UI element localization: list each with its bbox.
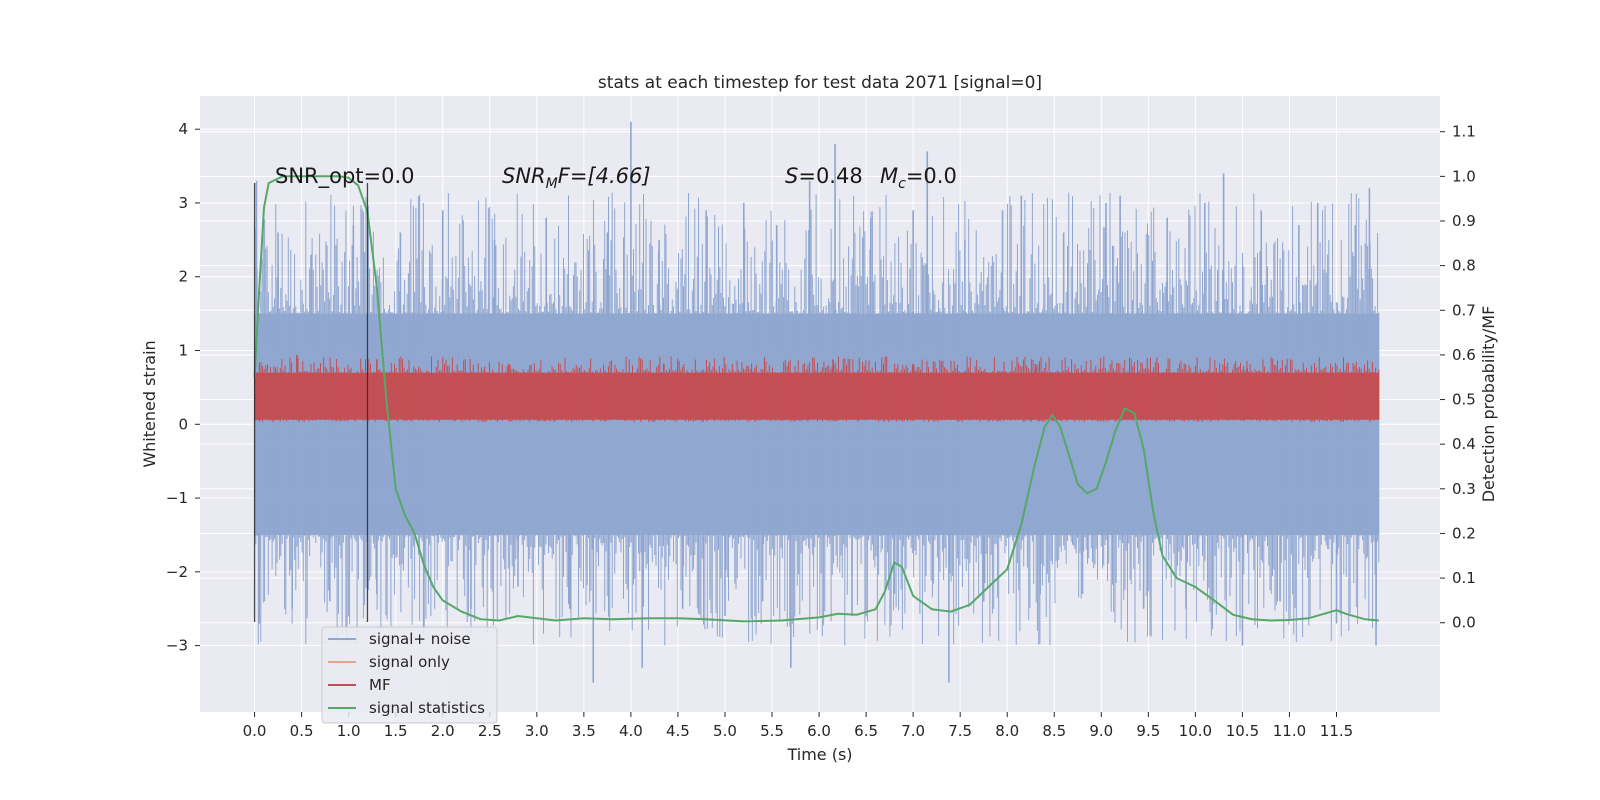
x-tick-label: 11.0 xyxy=(1273,722,1306,740)
y-right-tick-label: 1.1 xyxy=(1452,123,1476,141)
legend: signal+ noise signal only MF signal stat… xyxy=(321,626,498,724)
x-tick-label: 4.0 xyxy=(619,722,643,740)
x-tick-label: 11.5 xyxy=(1320,722,1353,740)
x-tick-label: 8.0 xyxy=(995,722,1019,740)
y-left-tick-label: 4 xyxy=(178,120,188,138)
y-left-tick-label: −2 xyxy=(166,563,188,581)
x-tick-label: 2.0 xyxy=(431,722,455,740)
x-axis-label: Time (s) xyxy=(786,745,852,764)
x-tick-label: 1.0 xyxy=(337,722,361,740)
annotation-snr-mf: SNRMF=[4.66] xyxy=(502,164,651,192)
legend-label-mf: MF xyxy=(369,676,391,694)
y-right-tick-label: 0.7 xyxy=(1452,301,1476,319)
annotation-snr-mf-sub: M xyxy=(546,176,558,192)
y-right-tick-label: 0.6 xyxy=(1452,346,1476,364)
series-line xyxy=(253,175,1379,623)
y-right-tick-label: 0.2 xyxy=(1452,524,1476,542)
series-band xyxy=(254,372,1379,420)
legend-label-signal-noise: signal+ noise xyxy=(369,630,471,648)
y-right-tick-label: 0.3 xyxy=(1452,480,1476,498)
annotation-snr-mf-name: SNR xyxy=(502,164,546,188)
markers-layer xyxy=(253,183,369,622)
x-tick-label: 4.5 xyxy=(666,722,690,740)
chart-title: stats at each timestep for test data 207… xyxy=(598,73,1042,93)
x-tick-label: 9.0 xyxy=(1089,722,1113,740)
y-right-tick-label: 0.8 xyxy=(1452,257,1476,275)
y-right-tick-label: 1.0 xyxy=(1452,167,1476,185)
annotation-mc: Mc=0.0 xyxy=(880,164,957,192)
y-left-tick-label: 1 xyxy=(178,342,188,360)
series-layer xyxy=(253,121,1380,683)
annotation-snr-opt: SNR_opt=0.0 xyxy=(275,164,415,189)
x-tick-label: 0.5 xyxy=(290,722,314,740)
y-left-tick-label: 2 xyxy=(178,268,188,286)
y-right-tick-label: 0.4 xyxy=(1452,435,1476,453)
y-right-tick-label: 0.9 xyxy=(1452,212,1476,230)
y-left-tick-label: −1 xyxy=(166,489,188,507)
legend-label-signal-only: signal only xyxy=(369,653,450,671)
x-tick-label: 8.5 xyxy=(1042,722,1066,740)
x-tick-label: 3.5 xyxy=(572,722,596,740)
y-left-axis-label: Whitened strain xyxy=(140,340,159,467)
x-tick-label: 6.0 xyxy=(807,722,831,740)
x-tick-label: 10.5 xyxy=(1226,722,1259,740)
x-tick-label: 1.5 xyxy=(384,722,408,740)
y-left-tick-labels: 4 3 2 1 0 −1 −2 −3 xyxy=(166,120,188,654)
x-tick-label: 6.5 xyxy=(854,722,878,740)
annotation-s-value: =0.48 xyxy=(798,164,862,188)
annotation-s-name: S xyxy=(785,164,798,188)
y-right-tick-label: 0.0 xyxy=(1452,614,1476,632)
x-tick-label: 0.0 xyxy=(243,722,267,740)
y-right-tick-labels: 1.1 1.0 0.9 0.8 0.7 0.6 0.5 0.4 0.3 0.2 0.1 0.0 xyxy=(1452,123,1476,632)
x-tick-label: 7.5 xyxy=(948,722,972,740)
series-mf xyxy=(254,354,1380,422)
x-tick-label: 9.5 xyxy=(1136,722,1160,740)
y-right-axis-label: Detection probability/MF xyxy=(1479,306,1498,503)
annotation-mc-name: M xyxy=(880,164,898,188)
x-tick-label: 10.0 xyxy=(1179,722,1212,740)
y-right-tick-label: 0.5 xyxy=(1452,391,1476,409)
x-tick-label: 7.0 xyxy=(901,722,925,740)
x-tick-label: 5.0 xyxy=(713,722,737,740)
y-right-tick-label: 0.1 xyxy=(1452,569,1476,587)
series-signal-statistics xyxy=(253,175,1379,623)
annotation-mc-value: =0.0 xyxy=(906,164,957,188)
y-left-tick-label: −3 xyxy=(166,637,188,655)
annotation-mc-sub: c xyxy=(898,176,906,192)
x-tick-label: 2.5 xyxy=(478,722,502,740)
x-tick-labels: 0.0 0.5 1.0 1.5 2.0 2.5 3.0 3.5 4.0 4.5 5.0 5.5 6.0 6… xyxy=(243,722,1354,740)
y-left-tick-label: 3 xyxy=(178,194,188,212)
legend-box xyxy=(321,626,498,724)
x-tick-label: 3.0 xyxy=(525,722,549,740)
y-left-tick-label: 0 xyxy=(178,415,188,433)
legend-label-signal-statistics: signal statistics xyxy=(369,699,485,717)
annotation-s: S=0.48 xyxy=(785,164,863,188)
annotation-snr-mf-f: F=[4.66] xyxy=(558,164,651,188)
x-tick-label: 5.5 xyxy=(760,722,784,740)
